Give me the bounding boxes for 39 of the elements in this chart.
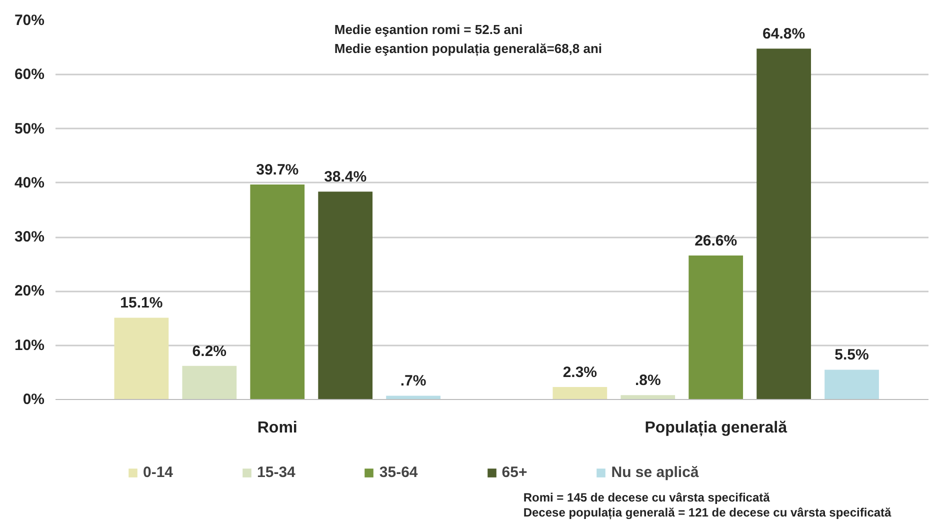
bar — [318, 192, 373, 400]
y-tick-label: 20% — [14, 282, 45, 300]
data-label: .7% — [400, 372, 426, 390]
legend-label: 0-14 — [143, 464, 174, 481]
y-tick-label: 0% — [22, 391, 45, 408]
x-tick-label: Romi — [257, 420, 298, 436]
data-label: 64.8% — [762, 26, 806, 43]
data-label: 2.3% — [562, 364, 598, 382]
y-tick-label: 30% — [14, 228, 45, 246]
legend-label: Nu se aplică — [611, 464, 699, 481]
bar — [386, 396, 440, 400]
y-tick-label: 50% — [14, 120, 45, 138]
data-label: 6.2% — [192, 342, 227, 360]
bar — [182, 366, 237, 400]
bar — [620, 395, 676, 400]
data-label: 15.1% — [120, 294, 163, 312]
text: Romi = 145 de decese cu vârsta specificată — [523, 490, 770, 504]
data-label: 5.5% — [834, 346, 869, 364]
y-tick-label: 70% — [14, 12, 45, 29]
annotation: Medie eşantion romi = 52.5 ani — [334, 22, 523, 38]
y-tick-label: 40% — [14, 174, 45, 192]
legend-label: 65+ — [502, 464, 528, 481]
data-label: 26.6% — [694, 232, 738, 250]
y-tick-label: 60% — [14, 66, 45, 84]
bar — [552, 387, 608, 400]
legend-label: 35-64 — [379, 464, 418, 481]
y-tick-label: 10% — [14, 336, 45, 354]
text: Decese populația generală = 121 de decese cu vârsta specificată — [523, 506, 892, 520]
bar — [824, 370, 879, 400]
legend-label: 15-34 — [257, 464, 296, 481]
bar — [250, 184, 305, 400]
data-label: .8% — [634, 372, 661, 390]
data-label: 39.7% — [256, 162, 299, 179]
x-tick-label: Populația generală — [644, 420, 788, 436]
data-label: 38.4% — [324, 168, 367, 186]
bar — [114, 318, 169, 400]
bar — [756, 48, 811, 400]
bar — [688, 255, 744, 400]
annotation: Medie eşantion populația generală=68,8 ani — [334, 41, 602, 58]
